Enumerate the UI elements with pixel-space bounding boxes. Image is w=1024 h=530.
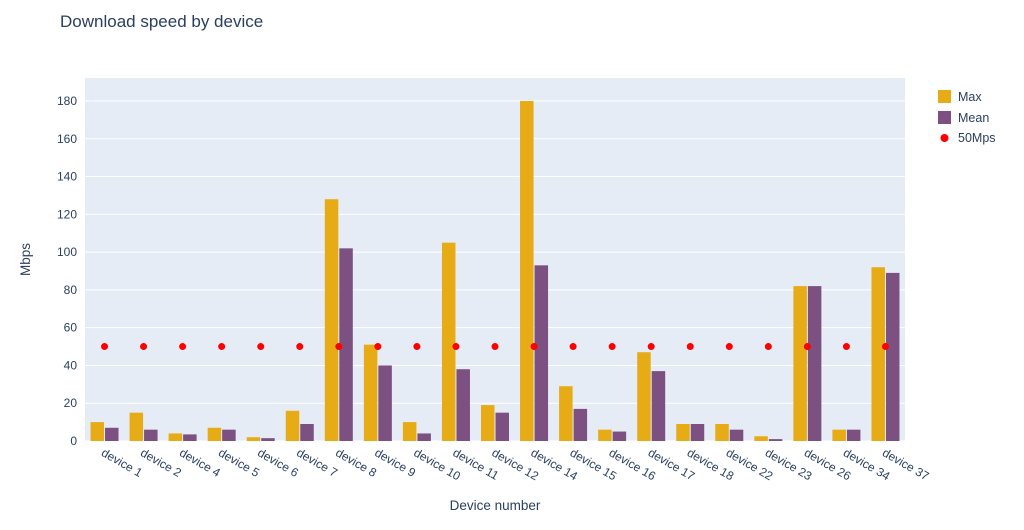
y-axis-title: Mbps xyxy=(18,243,33,276)
bar-mean-device-9[interactable] xyxy=(378,365,392,441)
legend-swatch-max[interactable] xyxy=(938,90,951,103)
legend-swatch-mean[interactable] xyxy=(938,111,951,124)
ref-dot-device-8[interactable] xyxy=(335,343,343,351)
bar-mean-device-26[interactable] xyxy=(807,286,822,441)
ref-dot-device-18[interactable] xyxy=(686,343,694,351)
ref-dot-device-2[interactable] xyxy=(140,343,148,351)
chart-title: Download speed by device xyxy=(60,12,264,31)
y-tick-40: 40 xyxy=(64,358,78,372)
x-tick-device-5: device 5 xyxy=(216,445,262,480)
bar-mean-device-18[interactable] xyxy=(690,424,705,441)
x-tick-device-4: device 4 xyxy=(177,445,223,480)
ref-dot-device-12[interactable] xyxy=(491,343,499,351)
ref-dot-device-11[interactable] xyxy=(452,343,460,351)
bar-max-device-2[interactable] xyxy=(129,412,144,441)
bar-mean-device-5[interactable] xyxy=(222,429,236,441)
bar-max-device-11[interactable] xyxy=(441,242,456,441)
y-tick-20: 20 xyxy=(64,396,78,410)
legend-label-mean[interactable]: Mean xyxy=(958,111,989,125)
bar-mean-device-7[interactable] xyxy=(300,424,314,441)
bar-max-device-4[interactable] xyxy=(168,433,183,441)
bar-max-device-26[interactable] xyxy=(793,286,807,441)
y-tick-160: 160 xyxy=(57,132,77,146)
bar-mean-device-14[interactable] xyxy=(534,265,549,441)
bar-mean-device-1[interactable] xyxy=(105,427,119,441)
ref-dot-device-6[interactable] xyxy=(257,343,265,351)
bar-max-device-15[interactable] xyxy=(559,386,573,441)
plot-area[interactable] xyxy=(85,78,905,441)
y-tick-100: 100 xyxy=(57,245,77,259)
bar-mean-device-4[interactable] xyxy=(183,434,197,441)
bar-mean-device-2[interactable] xyxy=(144,429,158,441)
bar-max-device-12[interactable] xyxy=(481,405,495,441)
bar-mean-device-17[interactable] xyxy=(651,371,666,441)
y-tick-140: 140 xyxy=(57,170,77,184)
legend-swatch-50mps[interactable] xyxy=(940,134,949,142)
bar-mean-device-10[interactable] xyxy=(417,433,431,441)
ref-dot-device-34[interactable] xyxy=(842,343,850,351)
x-tick-device-6: device 6 xyxy=(255,445,301,480)
ref-dot-device-23[interactable] xyxy=(764,343,772,351)
bar-mean-device-8[interactable] xyxy=(339,248,353,441)
bar-mean-device-34[interactable] xyxy=(846,429,861,441)
bar-max-device-18[interactable] xyxy=(676,424,690,441)
bar-max-device-34[interactable] xyxy=(832,429,846,441)
ref-dot-device-37[interactable] xyxy=(881,343,889,351)
x-tick-device-2: device 2 xyxy=(138,445,184,480)
ref-dot-device-16[interactable] xyxy=(608,343,616,351)
ref-dot-device-10[interactable] xyxy=(413,343,421,351)
x-tick-device-9: device 9 xyxy=(372,445,418,480)
bar-max-device-23[interactable] xyxy=(754,436,768,441)
bar-max-device-10[interactable] xyxy=(402,422,417,441)
bar-max-device-16[interactable] xyxy=(598,429,612,441)
bar-max-device-9[interactable] xyxy=(363,344,378,441)
ref-dot-device-9[interactable] xyxy=(374,343,382,351)
y-tick-0: 0 xyxy=(70,434,77,448)
legend-label-50mps[interactable]: 50Mps xyxy=(958,131,996,145)
ref-dot-device-17[interactable] xyxy=(647,343,655,351)
x-tick-device-8: device 8 xyxy=(333,445,379,480)
x-tick-device-7: device 7 xyxy=(294,445,340,480)
bar-max-device-6[interactable] xyxy=(246,437,261,441)
x-tick-device-1: device 1 xyxy=(99,445,145,480)
ref-dot-device-22[interactable] xyxy=(725,343,733,351)
bar-mean-device-11[interactable] xyxy=(456,369,470,441)
bar-max-device-22[interactable] xyxy=(715,424,729,441)
legend-label-max[interactable]: Max xyxy=(958,90,982,104)
bar-mean-device-22[interactable] xyxy=(729,429,744,441)
ref-dot-device-14[interactable] xyxy=(530,343,538,351)
y-tick-180: 180 xyxy=(57,94,77,108)
bar-max-device-7[interactable] xyxy=(285,410,300,441)
bar-mean-device-6[interactable] xyxy=(261,438,275,441)
bar-max-device-17[interactable] xyxy=(637,352,651,441)
bar-mean-device-16[interactable] xyxy=(612,431,627,441)
y-tick-60: 60 xyxy=(64,321,78,335)
bar-mean-device-23[interactable] xyxy=(768,439,783,441)
bar-max-device-8[interactable] xyxy=(324,199,339,441)
bar-mean-device-12[interactable] xyxy=(495,412,510,441)
bar-mean-device-37[interactable] xyxy=(885,272,900,441)
y-tick-120: 120 xyxy=(57,207,77,221)
bar-max-device-5[interactable] xyxy=(207,427,222,441)
ref-dot-device-1[interactable] xyxy=(101,343,109,351)
ref-dot-device-5[interactable] xyxy=(218,343,226,351)
bar-max-device-14[interactable] xyxy=(520,101,534,441)
y-tick-80: 80 xyxy=(64,283,78,297)
x-axis-title: Device number xyxy=(450,498,541,513)
ref-dot-device-4[interactable] xyxy=(179,343,187,351)
bar-max-device-1[interactable] xyxy=(90,422,105,441)
ref-dot-device-7[interactable] xyxy=(296,343,304,351)
bar-max-device-37[interactable] xyxy=(871,267,885,441)
ref-dot-device-26[interactable] xyxy=(803,343,811,351)
bar-mean-device-15[interactable] xyxy=(573,408,588,441)
ref-dot-device-15[interactable] xyxy=(569,343,577,351)
